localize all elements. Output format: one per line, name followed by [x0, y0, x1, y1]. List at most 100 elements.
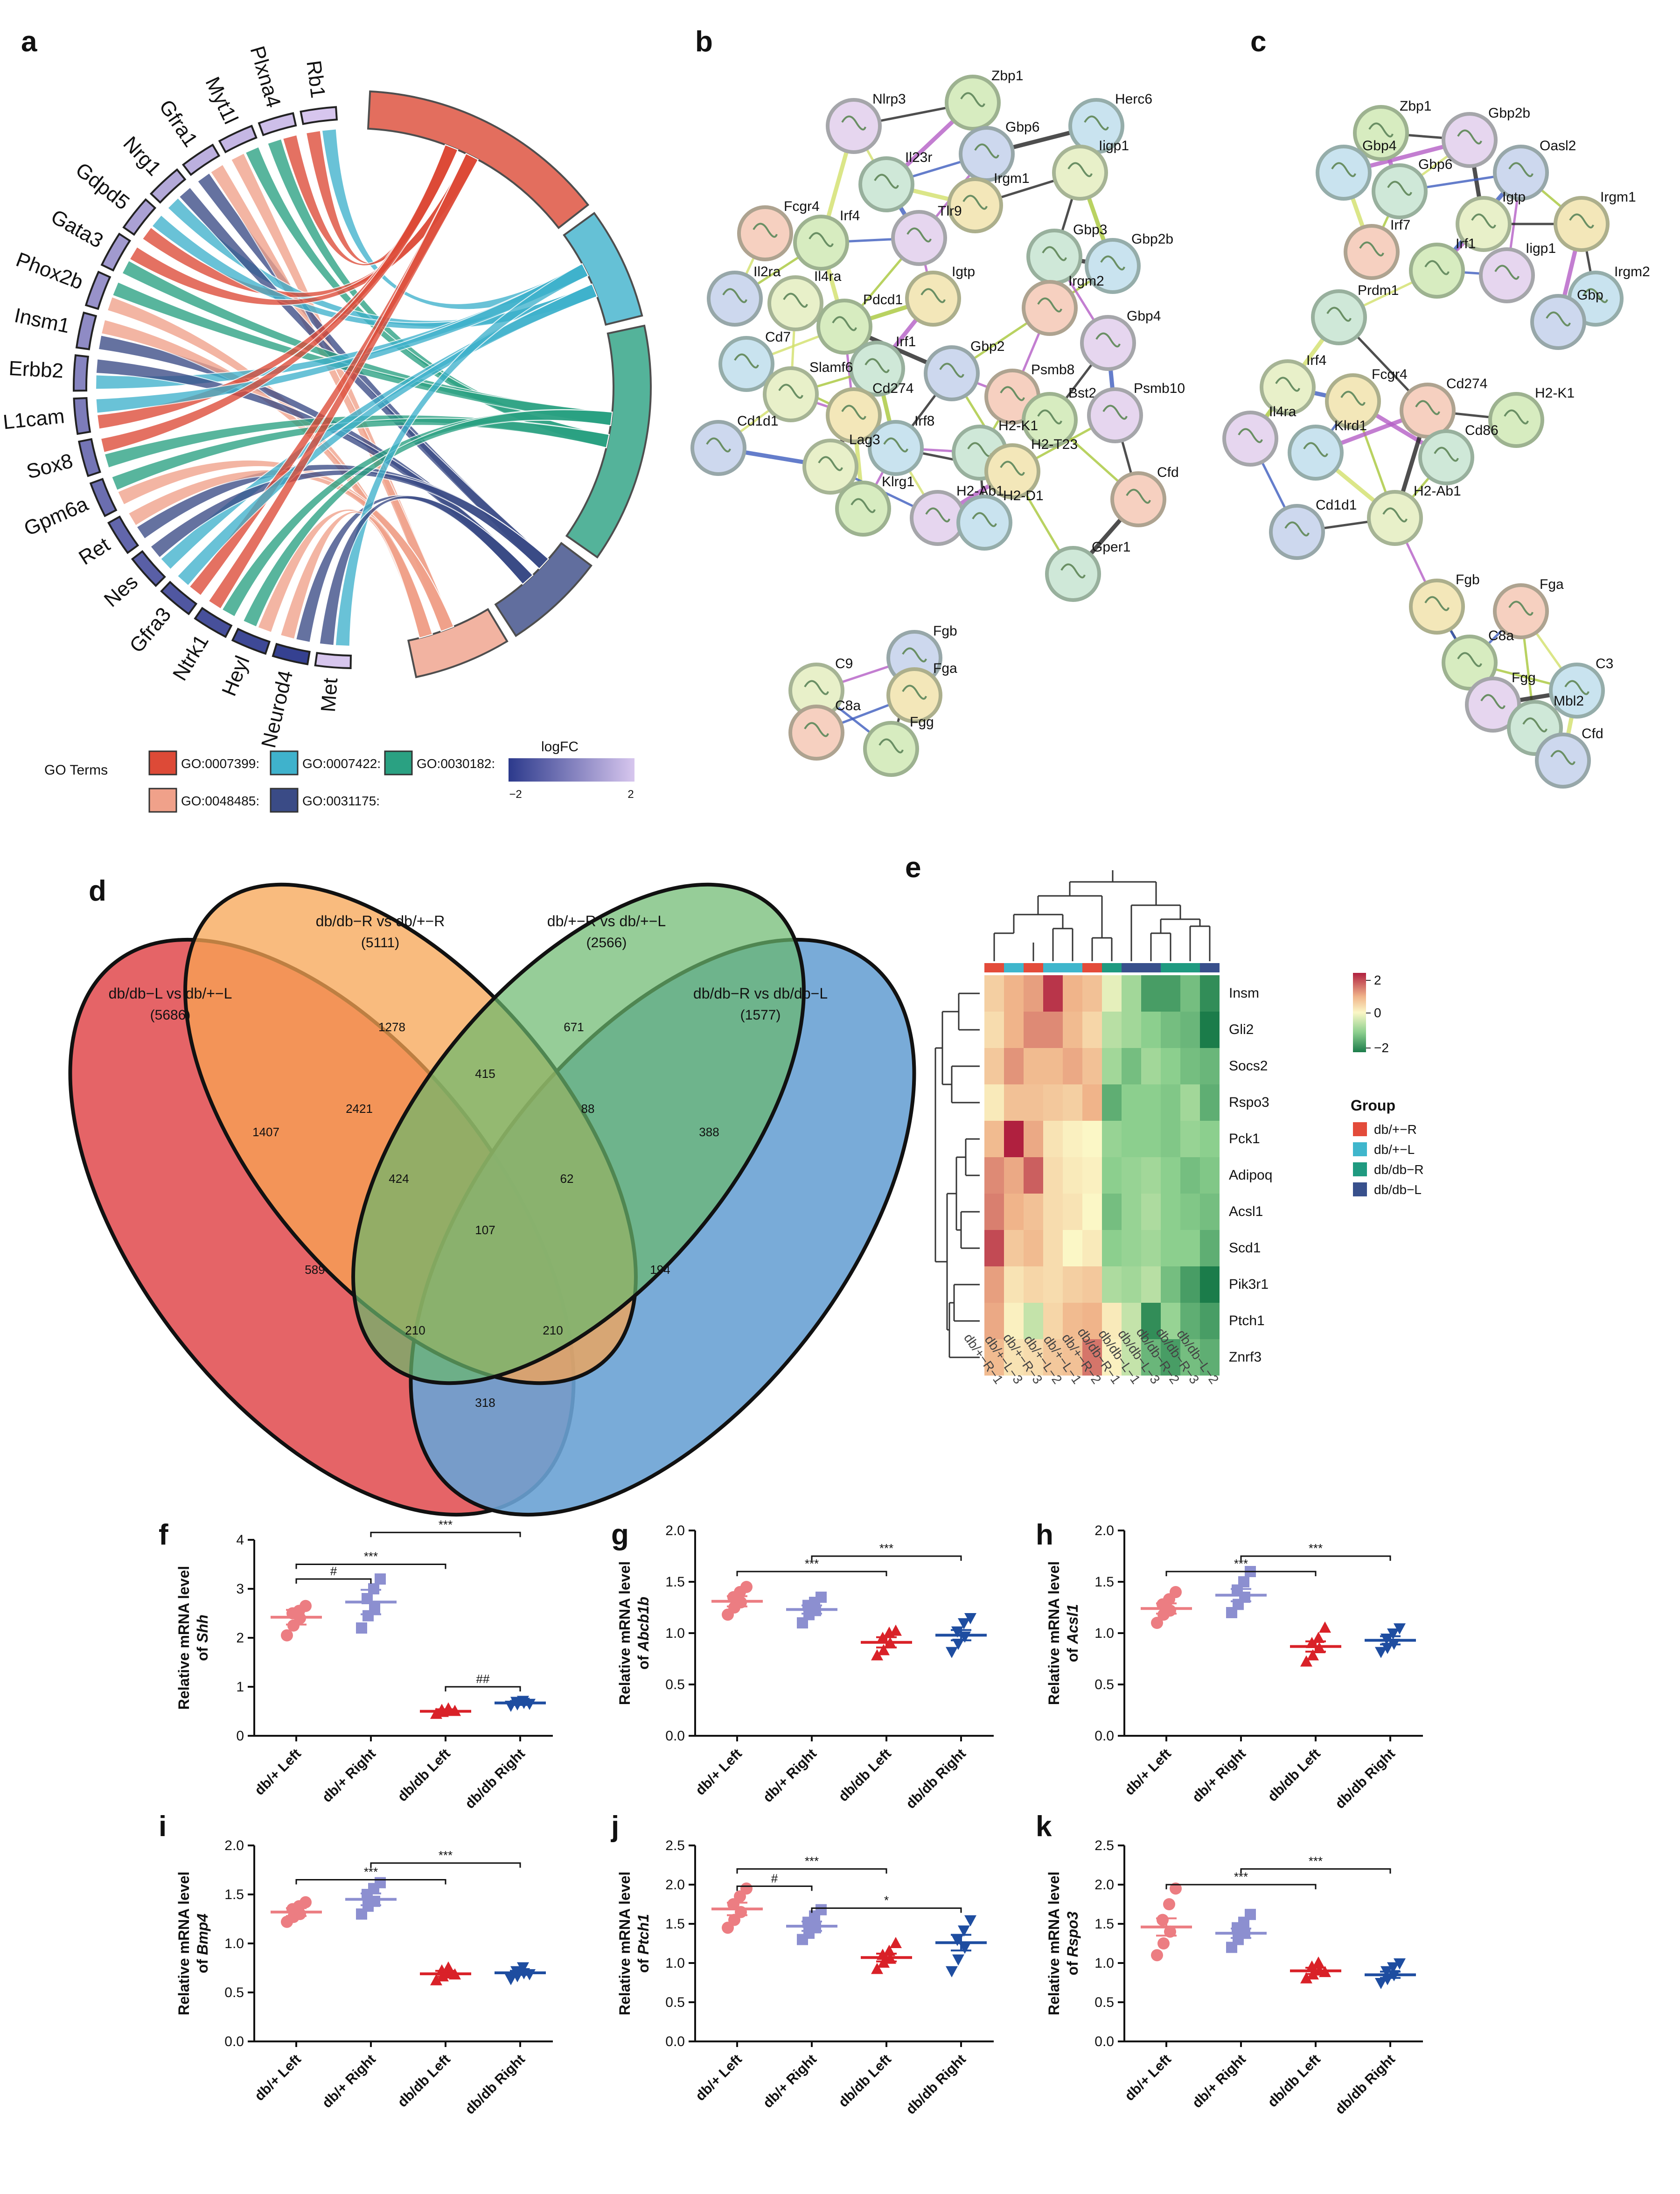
heatmap-cell [1063, 1339, 1082, 1376]
heatmap-cell [1043, 1339, 1063, 1376]
protein-node [788, 705, 844, 761]
protein-node [1465, 677, 1521, 733]
heatmap: Insm Gli2 Socs2 Rspo3 Pck1 Adipoq Acsl1 Scd1 Pik… [934, 870, 1424, 1386]
protein-node [1418, 429, 1474, 485]
x-category-label: db/+ Right [319, 2052, 379, 2111]
heatmap-cell [1082, 1157, 1102, 1194]
heatmap-cell [1043, 1157, 1063, 1194]
protein-node [886, 667, 942, 723]
x-category-label: db/+ Right [760, 1746, 820, 1806]
venn-region-count: 210 [405, 1323, 425, 1337]
protein-label: Irgm1 [1600, 189, 1636, 205]
protein-node [802, 439, 858, 495]
protein-label: Psmb10 [1134, 381, 1185, 396]
protein-node [826, 98, 882, 154]
protein-node [1409, 243, 1465, 299]
heatmap-cell [1180, 1121, 1200, 1157]
heatmap-gene-label: Acsl1 [1229, 1204, 1263, 1219]
protein-label: Gbp2b [1488, 105, 1530, 121]
heatmap-cell [1122, 1303, 1141, 1339]
protein-node [1442, 635, 1498, 691]
y-tick-label: 2.0 [224, 1838, 244, 1853]
network-c: Zbp1 Gbp2b Gbp4 Gbp6 Oasl2 Igtp Irgm1 Irf7 Irf1 I… [1222, 98, 1650, 789]
gene-label: Phox2b [13, 248, 86, 294]
protein-structure-icon [1102, 405, 1128, 420]
data-point [1170, 1882, 1182, 1895]
protein-node [1085, 238, 1141, 294]
heatmap-cell [1082, 1121, 1102, 1157]
protein-node [924, 345, 980, 401]
heatmap-cell [1024, 1194, 1043, 1230]
protein-node [1052, 145, 1108, 201]
y-tick-label: 0.5 [224, 1985, 244, 2000]
protein-label: Il23r [905, 150, 932, 165]
heatmap-cell [1102, 1157, 1122, 1194]
protein-structure-icon [1000, 386, 1025, 401]
gene-label: Sox8 [24, 449, 75, 483]
gene-label: Ntrk1 [168, 631, 213, 685]
heatmap-cell [1004, 1157, 1024, 1194]
venn-region-count: 194 [650, 1263, 670, 1277]
significance-label: # [771, 1871, 778, 1885]
data-point [1307, 1649, 1319, 1661]
sample-group-bar [1063, 963, 1082, 972]
heatmap-cell [1024, 1084, 1043, 1121]
data-point [1312, 1956, 1324, 1968]
go-term-arc [565, 324, 652, 559]
y-axis-label: Relative mRNA level [1046, 1872, 1062, 2015]
data-point [1163, 1898, 1175, 1910]
heatmap-cell [1082, 1230, 1102, 1266]
y-tick-label: 1.0 [1094, 1956, 1114, 1971]
significance-bracket [370, 1531, 521, 1537]
group-legend-label: db/+−R [1374, 1122, 1417, 1137]
heatmap-cell [1063, 1157, 1082, 1194]
go-term-arc [563, 211, 643, 326]
protein-label: Cd7 [765, 329, 791, 345]
protein-node [1311, 289, 1367, 345]
data-point [375, 1877, 386, 1888]
x-category-label: db/db Left [395, 2052, 453, 2110]
significance-label: *** [1309, 1854, 1323, 1868]
heatmap-cell [1200, 1084, 1220, 1121]
gene-segment [122, 198, 157, 236]
significance-bracket [1240, 1868, 1391, 1874]
y-tick-label: 1 [236, 1679, 244, 1695]
gene-segment [218, 125, 258, 154]
data-point [1151, 1949, 1163, 1962]
go-term-arc [407, 608, 509, 678]
data-point [871, 1649, 883, 1661]
protein-structure-icon [1415, 400, 1440, 415]
protein-label: Fga [1540, 577, 1564, 592]
gene-segment [73, 354, 89, 392]
sample-group-bar [1082, 963, 1102, 972]
y-tick-label: 0.5 [665, 1677, 685, 1692]
heatmap-cell [1122, 1012, 1141, 1048]
data-point [1151, 1617, 1163, 1629]
significance-bracket [811, 1555, 962, 1561]
data-point [890, 1937, 902, 1948]
data-point [740, 1581, 753, 1593]
gene-label: Neurod4 [257, 668, 297, 750]
protein-label: Iigp1 [1526, 241, 1556, 256]
heatmap-colorbar [1353, 973, 1366, 1052]
y-tick-label: 2.0 [665, 1877, 685, 1893]
y-tick-label: 2.0 [665, 1523, 685, 1538]
sample-group-bar [1161, 963, 1180, 972]
significance-bracket [295, 1578, 372, 1584]
heatmap-cell [1043, 1012, 1063, 1048]
significance-bracket [736, 1868, 887, 1874]
protein-label: Klrg1 [882, 474, 914, 489]
protein-node [690, 420, 746, 476]
heatmap-cell [1043, 1121, 1063, 1157]
gene-segment [181, 143, 221, 176]
heatmap-cell [1141, 1012, 1161, 1048]
heatmap-cell [1200, 1012, 1220, 1048]
heatmap-cell [1102, 1084, 1122, 1121]
y-tick-label: 1.0 [224, 1936, 244, 1951]
heatmap-cell [1180, 1303, 1200, 1339]
gene-label: Myt1l [201, 73, 242, 127]
protein-label: Irf4 [840, 208, 860, 224]
panel-letter-j: j [611, 1810, 619, 1843]
heatmap-cell [1161, 1121, 1180, 1157]
data-point [300, 1896, 312, 1908]
